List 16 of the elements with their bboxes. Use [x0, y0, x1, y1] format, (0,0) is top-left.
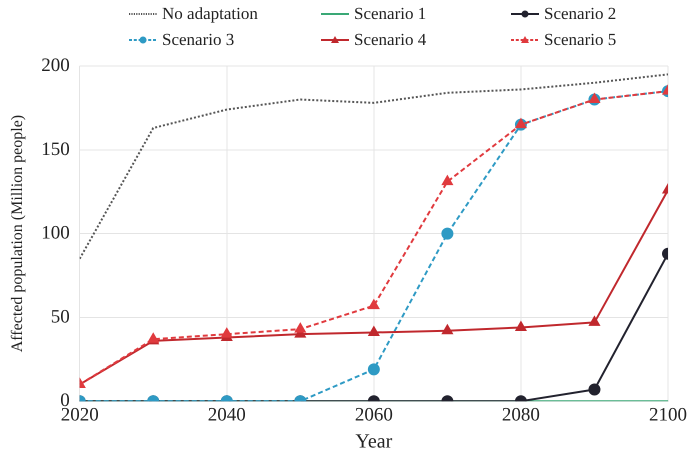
y-tick-label: 200 — [41, 54, 70, 76]
y-tick-label: 50 — [50, 306, 70, 328]
legend-label: Scenario 3 — [162, 30, 234, 50]
y-tick-label: 150 — [41, 138, 70, 160]
x-tick-label: 2040 — [208, 404, 246, 426]
x-tick-label: 2060 — [354, 404, 393, 426]
legend-label: Scenario 1 — [354, 4, 426, 24]
legend-label: Scenario 5 — [544, 30, 616, 50]
y-tick-label: 100 — [41, 222, 70, 244]
legend-label: Scenario 2 — [544, 4, 616, 24]
legend-label: No adaptation — [162, 4, 258, 24]
x-tick-label: 2080 — [502, 404, 540, 426]
x-axis-title: Year — [355, 430, 393, 452]
y-axis-title: Affected population (Million people) — [8, 114, 26, 352]
x-tick-label: 2100 — [649, 404, 687, 426]
legend-label: Scenario 4 — [354, 30, 426, 50]
